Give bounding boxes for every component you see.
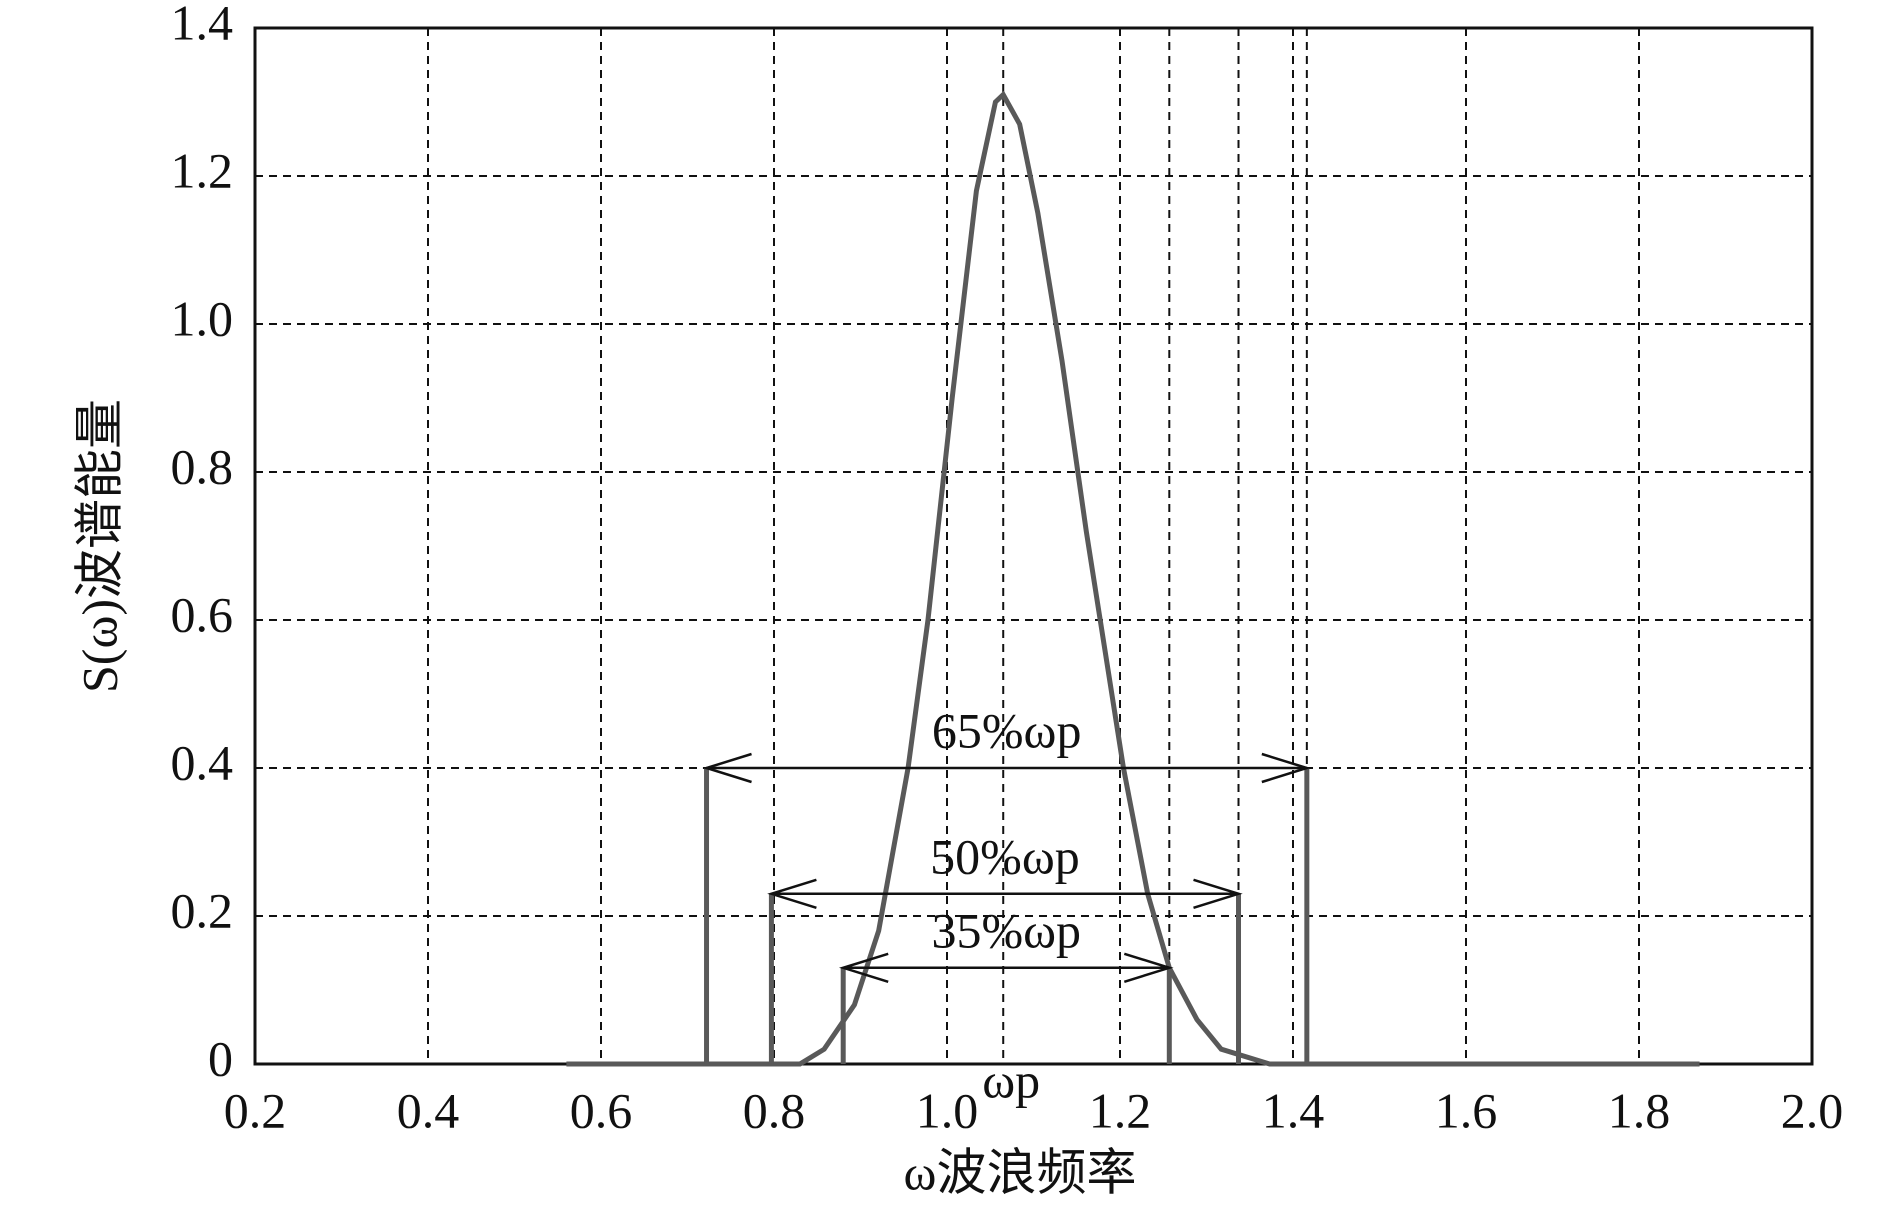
x-tick-label: 1.4: [1262, 1082, 1325, 1138]
arrow-head: [1123, 952, 1174, 983]
x-tick-label: 1.2: [1089, 1082, 1152, 1138]
band-label: 65%ωp: [932, 702, 1082, 758]
x-tick-label: 0.4: [397, 1082, 460, 1138]
y-tick-label: 0.6: [171, 586, 234, 642]
spectrum-line: [566, 90, 1700, 1067]
y-tick-label: 0.2: [171, 882, 234, 938]
y-tick-label: 0: [208, 1030, 233, 1086]
arrow-head: [702, 752, 752, 784]
peak-label: ωp: [982, 1052, 1040, 1108]
arrow-head: [1261, 752, 1312, 784]
band-label: 50%ωp: [930, 828, 1080, 884]
x-tick-label: 1.8: [1608, 1082, 1671, 1138]
y-tick-label: 1.0: [171, 290, 234, 346]
x-axis-label: ω波浪频率: [904, 1144, 1137, 1200]
arrow-head: [838, 952, 889, 983]
band-label: 35%ωp: [931, 902, 1081, 958]
y-axis-label: S(ω)波谱能量: [71, 399, 127, 693]
arrow-head: [767, 878, 817, 909]
x-tick-label: 0.6: [570, 1082, 633, 1138]
x-tick-label: 2.0: [1781, 1082, 1844, 1138]
x-tick-label: 0.8: [743, 1082, 806, 1138]
y-tick-label: 0.8: [171, 438, 234, 494]
y-tick-label: 1.4: [171, 0, 234, 50]
x-tick-label: 0.2: [224, 1082, 287, 1138]
arrow-head: [1193, 878, 1243, 909]
y-tick-label: 1.2: [171, 142, 234, 198]
plot-frame: [253, 26, 1814, 1066]
y-tick-label: 0.4: [171, 734, 234, 790]
x-tick-label: 1.0: [916, 1082, 979, 1138]
x-tick-label: 1.6: [1435, 1082, 1498, 1138]
